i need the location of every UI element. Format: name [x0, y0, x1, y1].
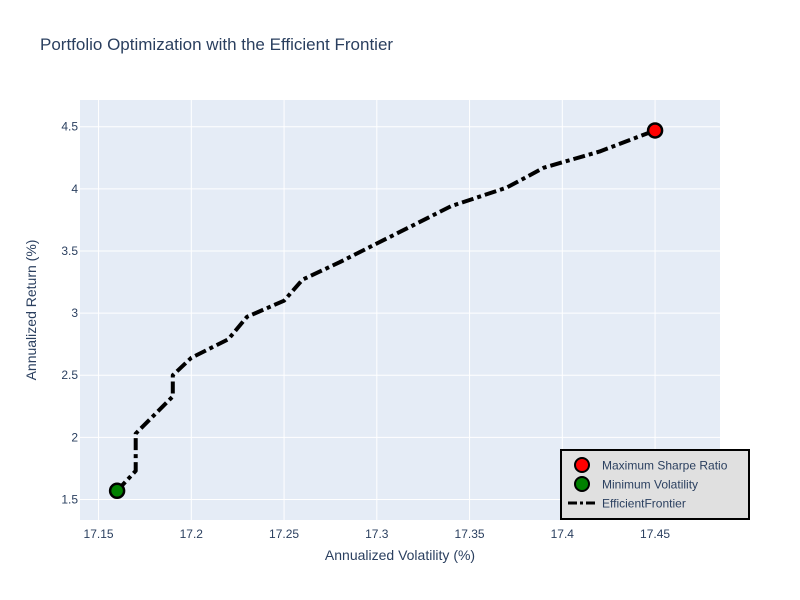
legend-marker-min-volatility	[574, 476, 590, 492]
x-tick-label: 17.45	[640, 527, 670, 541]
y-tick-label: 4.5	[61, 120, 78, 134]
x-tick-label: 17.25	[269, 527, 299, 541]
y-tick-label: 1.5	[61, 492, 78, 506]
chart-title: Portfolio Optimization with the Efficien…	[40, 35, 393, 54]
efficient-frontier-line	[115, 128, 656, 493]
x-tick-label: 17.15	[84, 527, 114, 541]
legend[interactable]: Maximum Sharpe Ratio Minimum Volatility …	[560, 449, 750, 520]
y-tick-label: 2	[71, 430, 78, 444]
legend-item-min-volatility[interactable]: Minimum Volatility	[574, 476, 698, 492]
y-tick-label: 2.5	[61, 368, 78, 382]
legend-box	[560, 449, 750, 520]
y-tick-label: 3.5	[61, 244, 78, 258]
x-tick-label: 17.2	[180, 527, 204, 541]
legend-label-min-volatility: Minimum Volatility	[602, 478, 698, 492]
series-lines	[115, 128, 656, 493]
y-axis-title: Annualized Return (%)	[23, 240, 39, 381]
x-tick-label: 17.35	[455, 527, 485, 541]
minimum-volatility-marker[interactable]	[108, 482, 126, 500]
y-tick-label: 4	[71, 182, 78, 196]
series-markers	[108, 122, 664, 500]
legend-label-max-sharpe: Maximum Sharpe Ratio	[602, 459, 728, 473]
y-tick-label: 3	[71, 306, 78, 320]
maximum-sharpe-ratio-marker[interactable]	[646, 122, 664, 139]
x-axis-title: Annualized Volatility (%)	[325, 547, 475, 563]
legend-item-efficient-frontier[interactable]: EfficientFrontier	[568, 497, 686, 511]
legend-item-max-sharpe[interactable]: Maximum Sharpe Ratio	[574, 457, 728, 473]
legend-marker-max-sharpe	[574, 457, 590, 473]
x-tick-label: 17.3	[365, 527, 389, 541]
x-axis-ticks: 17.15 17.2 17.25 17.3 17.35 17.4 17.45	[84, 527, 671, 541]
y-axis-ticks: 1.5 2 2.5 3 3.5 4 4.5	[61, 120, 78, 507]
grid-lines	[80, 100, 720, 520]
x-tick-label: 17.4	[551, 527, 575, 541]
legend-label-efficient-frontier: EfficientFrontier	[602, 497, 686, 511]
